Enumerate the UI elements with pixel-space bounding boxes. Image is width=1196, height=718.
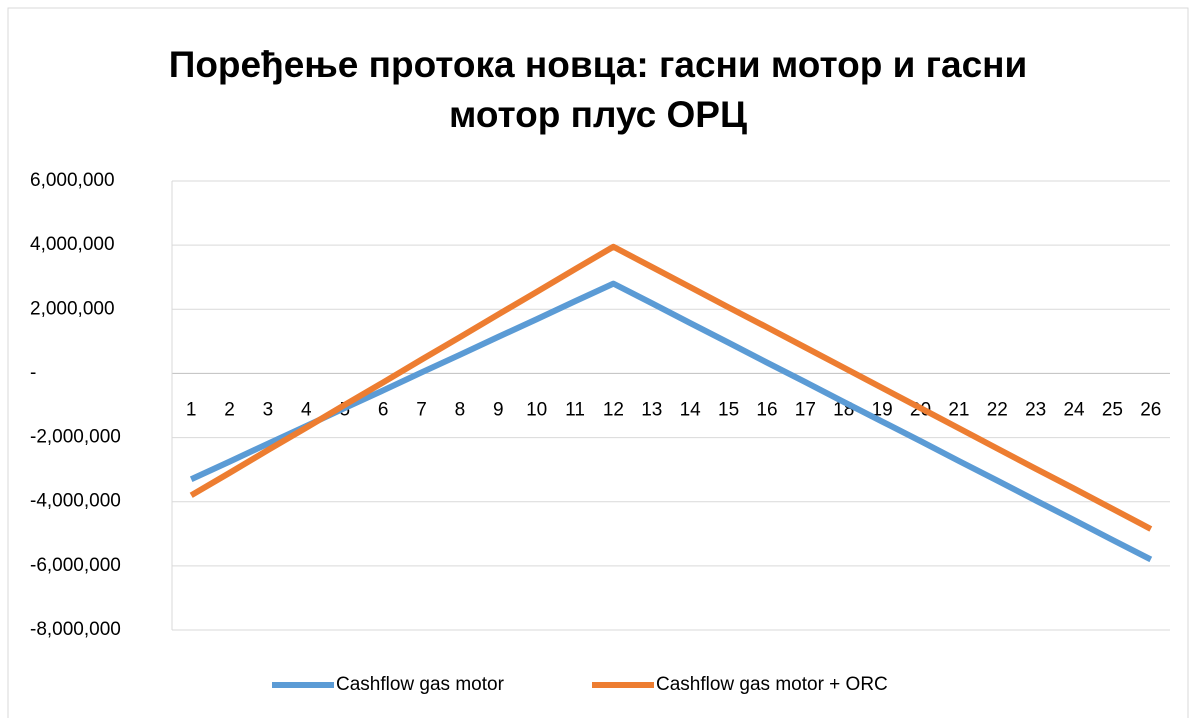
y-tick-label: 4,000,000 [30,234,115,255]
x-tick-label: 4 [301,399,312,420]
y-tick-label: -6,000,000 [30,555,121,576]
y-tick-label: 6,000,000 [30,170,115,191]
legend-label: Cashflow gas motor [336,674,505,695]
x-tick-label: 24 [1063,399,1085,420]
x-tick-label: 22 [987,399,1008,420]
y-tick-label: -2,000,000 [30,427,121,448]
x-tick-label: 8 [455,399,466,420]
y-tick-label: -8,000,000 [30,619,121,640]
x-tick-label: 17 [795,399,816,420]
x-tick-label: 6 [378,399,389,420]
x-tick-label: 19 [872,399,893,420]
x-tick-label: 12 [603,399,624,420]
x-tick-label: 1 [186,399,197,420]
x-tick-label: 3 [263,399,274,420]
y-tick-label: - [30,362,36,383]
x-tick-label: 25 [1102,399,1123,420]
x-tick-label: 16 [756,399,777,420]
chart-title: Поређење протока новца: гасни мотор и га… [168,44,1028,135]
x-tick-label: 14 [680,399,702,420]
x-tick-label: 13 [641,399,662,420]
x-tick-label: 7 [416,399,427,420]
series-line [189,280,1153,563]
series-line [189,243,1153,532]
x-tick-label: 2 [224,399,235,420]
x-tick-label: 11 [565,399,585,420]
x-tick-label: 10 [526,399,547,420]
x-tick-label: 21 [948,399,969,420]
x-tick-label: 23 [1025,399,1046,420]
x-tick-label: 15 [718,399,739,420]
chart-border [7,7,1189,718]
y-tick-label: 2,000,000 [30,298,115,319]
y-tick-label: -4,000,000 [30,491,121,512]
x-tick-label: 26 [1140,399,1161,420]
x-tick-label: 9 [493,399,504,420]
legend-label: Cashflow gas motor + ORC [656,674,888,695]
